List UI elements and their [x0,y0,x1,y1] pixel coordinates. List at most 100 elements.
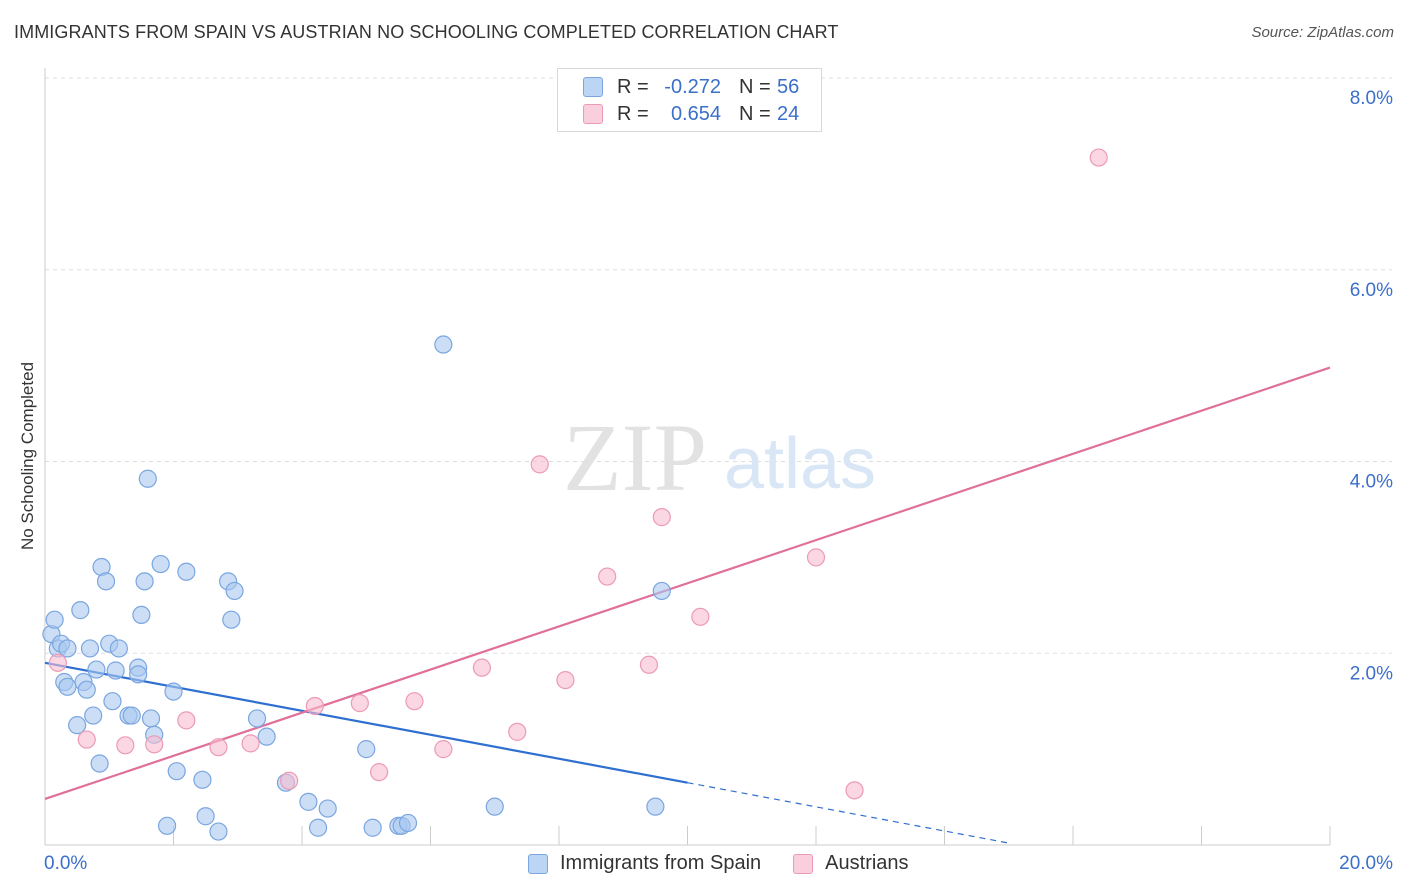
tick-labels: 2.0% 4.0% 6.0% 8.0% 0.0% 20.0% [44,88,1393,874]
spain-trend-line [44,661,688,784]
spain-point [87,660,106,679]
spain-point [485,797,504,816]
spain-point [96,572,116,591]
spain-point [45,610,64,629]
watermark: ZIP atlas [563,404,876,511]
austrians-point [639,655,659,674]
spain-point [129,665,148,684]
austrians-point [598,567,617,586]
austrians-point [556,670,575,690]
spain-point [257,727,276,746]
austrians-point [508,722,527,741]
austrians-point [370,763,389,782]
spain-point [299,792,318,811]
correlation-legend: R = -0.272 N = 56 R = 0.654 N = 24 [557,68,822,132]
legend-swatch-blue [583,77,603,97]
spain-point [193,770,212,789]
spain-point [151,554,170,574]
series-label-austrians: Austrians [825,852,909,874]
legend-row-spain: R = -0.272 N = 56 [558,74,799,100]
spain-point [247,709,267,728]
austrians-point [350,694,369,713]
austrians-point [209,738,228,757]
y-tick-label: 6.0% [1350,280,1393,301]
austrians-point [305,696,324,716]
austrians-point [1089,148,1108,167]
spain-point [68,716,87,735]
spain-point [167,762,186,781]
austrians-point [405,692,424,711]
y-tick-label: 2.0% [1350,663,1393,684]
source-label: Source: ZipAtlas.com [1251,24,1394,41]
legend-n-label: N = [739,75,771,98]
spain-point [177,562,196,581]
austrians-point [177,711,196,730]
y-axis-label: No Schooling Completed [18,361,37,551]
spain-point [84,706,103,725]
series-swatch-blue [528,853,548,874]
spain-point [225,581,244,601]
austrians-point [652,508,671,527]
spain-point [196,807,215,826]
x-tick-label: 20.0% [1339,853,1393,874]
chart-title: IMMIGRANTS FROM SPAIN VS AUSTRIAN NO SCH… [14,22,839,42]
legend-swatch-pink [583,104,603,124]
legend-n-value: 24 [777,102,800,125]
austrians-point [806,548,826,567]
spain-point [90,754,109,773]
legend-r-label: R = [617,75,649,98]
watermark-atlas: atlas [724,424,876,504]
austrians-point [145,735,164,754]
austrians-point [530,455,549,474]
axes [44,68,1331,846]
spain-point [164,682,183,701]
spain-point [58,677,77,696]
austrians-point [691,607,710,626]
spain-point [222,610,241,629]
spain-point [80,639,100,658]
y-tick-label: 8.0% [1350,88,1393,109]
spain-point [132,605,151,625]
spain-point [77,680,96,699]
spain-point [646,797,665,816]
spain-point [398,813,418,833]
austrians-point [845,781,864,800]
spain-point [363,818,382,837]
austrians-point [48,653,67,672]
legend-r-value: -0.272 [664,75,721,98]
austrians-point [77,730,96,749]
spain-point [135,572,154,591]
spain-point [103,692,122,711]
spain-point [652,581,671,601]
spain-point [71,601,90,620]
series-legend: Immigrants from Spain Austrians [528,852,941,875]
spain-point [58,639,77,658]
spain-point [109,639,128,658]
y-tick-label: 4.0% [1350,472,1393,493]
data-points [42,148,1108,841]
austrians-point [241,734,260,753]
legend-n-value: 56 [777,75,800,98]
watermark-zip: ZIP [563,404,707,511]
legend-r-value: 0.654 [670,102,721,125]
series-label-spain: Immigrants from Spain [560,852,762,874]
series-legend-spain: Immigrants from Spain [528,852,761,875]
legend-r-label: R = [617,102,649,125]
austrians-point [116,736,135,755]
legend-row-austrians: R = 0.654 N = 24 [558,101,799,127]
spain-point [157,816,177,835]
spain-point [308,818,328,837]
spain-point [209,822,228,841]
legend-n-label: N = [739,102,771,125]
spain-point [141,709,161,728]
austrians-point [472,658,491,677]
spain-point [138,469,157,488]
grid-lines [45,77,1392,654]
austrians-point [280,771,299,790]
spain-point [318,799,337,818]
spain-point [434,335,453,354]
spain-point [106,661,125,680]
series-legend-austrians: Austrians [793,852,909,875]
spain-point [357,740,376,759]
